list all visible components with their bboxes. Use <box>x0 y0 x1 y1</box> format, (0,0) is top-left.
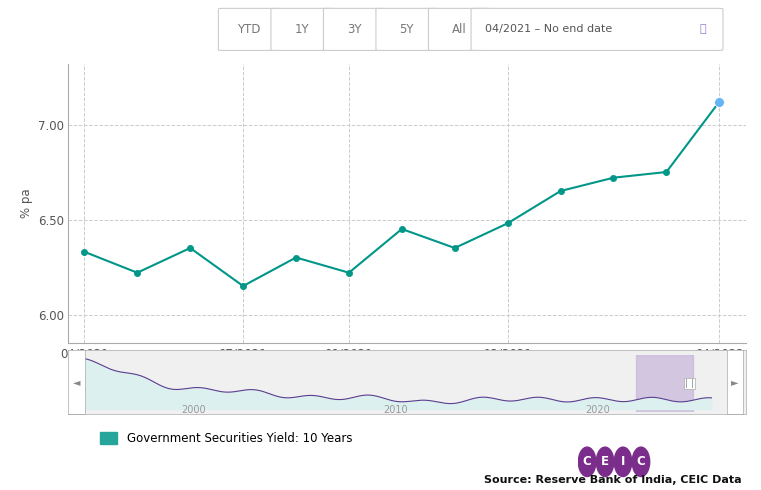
Text: ►: ► <box>731 377 739 387</box>
Text: | |: | | <box>685 379 694 388</box>
Circle shape <box>614 447 632 476</box>
Text: 2010: 2010 <box>384 405 408 415</box>
FancyBboxPatch shape <box>271 8 333 50</box>
Text: 1Y: 1Y <box>295 23 309 36</box>
Text: ◄: ◄ <box>73 377 81 387</box>
Circle shape <box>597 447 614 476</box>
Bar <box>635 355 693 412</box>
Text: Source: Reserve Bank of India, CEIC Data: Source: Reserve Bank of India, CEIC Data <box>484 475 742 485</box>
Text: 3Y: 3Y <box>347 23 361 36</box>
Text: C: C <box>636 455 645 468</box>
Text: 2020: 2020 <box>585 405 610 415</box>
Legend: Government Securities Yield: 10 Years: Government Securities Yield: 10 Years <box>95 427 357 450</box>
Y-axis label: % pa: % pa <box>21 189 33 218</box>
FancyBboxPatch shape <box>471 8 723 50</box>
Text: 2000: 2000 <box>181 405 206 415</box>
Text: YTD: YTD <box>237 23 261 36</box>
FancyBboxPatch shape <box>428 8 490 50</box>
Text: C: C <box>583 455 591 468</box>
Text: 📅: 📅 <box>700 24 706 34</box>
Circle shape <box>632 447 650 476</box>
Text: 5Y: 5Y <box>400 23 414 36</box>
Text: I: I <box>621 455 626 468</box>
Circle shape <box>578 447 596 476</box>
Text: All: All <box>452 23 466 36</box>
FancyBboxPatch shape <box>218 8 280 50</box>
FancyBboxPatch shape <box>376 8 438 50</box>
Text: E: E <box>601 455 609 468</box>
Text: 04/2021 – No end date: 04/2021 – No end date <box>485 24 612 34</box>
FancyBboxPatch shape <box>323 8 385 50</box>
